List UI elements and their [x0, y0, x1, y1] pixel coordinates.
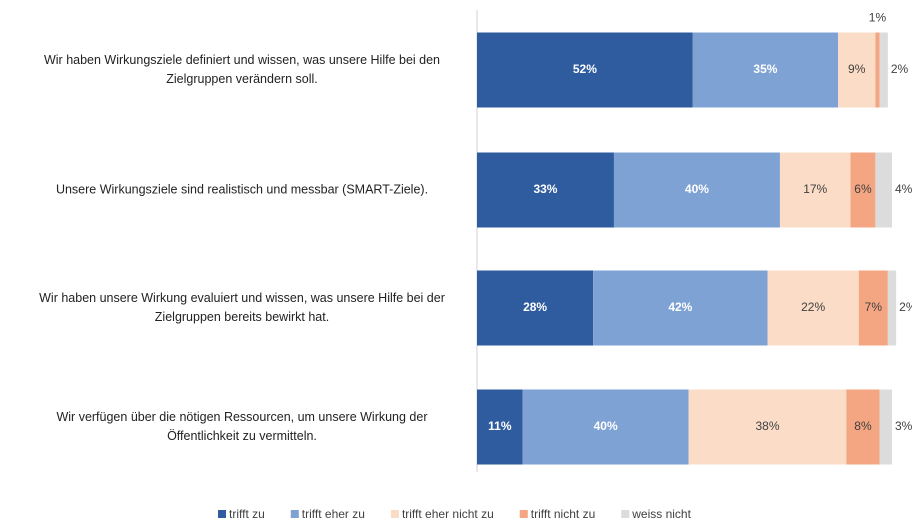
bar-segment — [522, 389, 689, 465]
bar-segment — [850, 152, 876, 228]
value-label: 22% — [801, 300, 825, 314]
legend-swatch — [390, 510, 399, 518]
legend-label: trifft eher nicht zu — [402, 507, 494, 520]
value-label: 52% — [573, 62, 597, 76]
legend-label: weiss nicht — [631, 507, 691, 520]
category-label: Wir haben unsere Wirkung evaluiert und w… — [39, 291, 445, 324]
value-label: 8% — [854, 419, 872, 433]
legend-swatch — [621, 510, 630, 518]
value-label: 1% — [869, 11, 887, 25]
value-label: 2% — [891, 62, 909, 76]
bar-segment — [875, 32, 880, 108]
legend-label: trifft zu — [229, 507, 265, 520]
category-label: Unsere Wirkungsziele sind realistisch un… — [55, 182, 429, 197]
legend-label: trifft nicht zu — [531, 507, 595, 520]
value-label: 11% — [488, 419, 512, 433]
value-label: 4% — [895, 182, 912, 196]
value-label: 3% — [895, 419, 912, 433]
bar-segment — [692, 32, 839, 108]
bar-segment — [846, 389, 880, 465]
value-label: 17% — [803, 182, 827, 196]
value-label: 35% — [753, 62, 777, 76]
legend-label: trifft eher zu — [302, 507, 365, 520]
bar-segment — [477, 152, 614, 228]
category-label: Wir haben Wirkungsziele definiert und wi… — [43, 53, 441, 86]
value-label: 28% — [523, 300, 547, 314]
bar-segment — [879, 32, 888, 108]
legend-swatch — [519, 510, 528, 518]
value-label: 9% — [848, 62, 866, 76]
bar-segment — [879, 389, 892, 465]
bar-segment — [767, 270, 859, 346]
legend-swatch — [218, 510, 226, 518]
bar-segment — [613, 152, 780, 228]
value-label: 2% — [899, 300, 912, 314]
bar-segment — [887, 270, 897, 346]
bar-segment — [838, 32, 876, 108]
bar-segment — [477, 270, 594, 346]
bar-segment — [779, 152, 851, 228]
legend-swatch — [290, 510, 299, 518]
value-label: 40% — [685, 182, 709, 196]
bar-segment — [875, 152, 892, 228]
value-label: 7% — [865, 300, 883, 314]
value-label: 38% — [755, 419, 779, 433]
category-label: Wir verfügen über die nötigen Ressourcen… — [56, 410, 428, 443]
value-label: 40% — [594, 419, 618, 433]
bar-segment — [688, 389, 847, 465]
value-label: 33% — [533, 182, 557, 196]
bar-segment — [477, 389, 523, 465]
bar-segment — [477, 32, 693, 108]
value-label: 6% — [854, 182, 872, 196]
bar-segment — [593, 270, 768, 346]
value-label: 42% — [668, 300, 692, 314]
bar-segment — [858, 270, 888, 346]
